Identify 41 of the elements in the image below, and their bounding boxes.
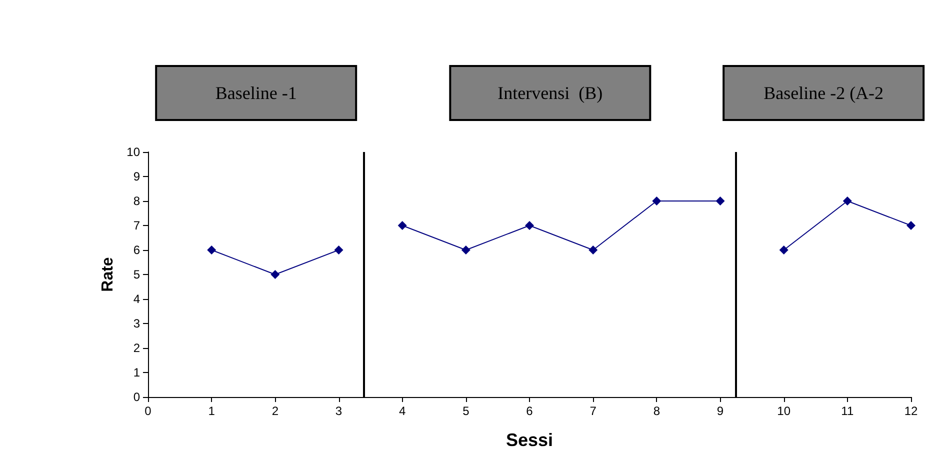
point: [334, 246, 344, 254]
y-tick-label: 3: [133, 316, 140, 330]
x-tick-label: 11: [841, 404, 854, 418]
x-tick-label: 7: [590, 404, 597, 418]
y-tick-label: 4: [133, 292, 140, 306]
y-tick-label: 9: [133, 170, 140, 184]
y-tick-label: 8: [133, 194, 140, 208]
y-tick-label: 7: [133, 218, 140, 232]
y-tick-label: 5: [133, 268, 140, 282]
y-tick-label: 2: [133, 341, 140, 355]
text: Baseline -2 (A-2: [764, 83, 884, 103]
x-tick-label: 12: [904, 404, 918, 418]
x-tick-label: 8: [653, 404, 660, 418]
x-tick-label: 4: [398, 404, 406, 418]
point: [652, 196, 662, 206]
point: [906, 221, 916, 230]
point: [270, 270, 280, 279]
y-tick-label: 1: [133, 366, 140, 380]
x-tick-label: 1: [208, 404, 216, 418]
text: Intervensi (B): [498, 83, 603, 103]
x-tick-label: 5: [462, 404, 470, 418]
x-axis-title: Sessi: [506, 430, 554, 450]
x-tick-label: 9: [716, 404, 724, 418]
x-tick-label: 6: [526, 404, 534, 418]
x-tick-label: 0: [144, 404, 152, 418]
x-tick-label: 2: [272, 404, 279, 418]
y-axis-title: Rate: [99, 257, 116, 292]
text: Baseline -1: [215, 83, 297, 103]
point: [779, 246, 788, 254]
y-tick-label: 0: [133, 390, 140, 404]
y-tick-label: 6: [133, 243, 140, 257]
x-tick-label: 3: [335, 404, 342, 418]
x-tick-label: 10: [777, 404, 791, 418]
point: [525, 221, 534, 230]
point: [207, 246, 216, 254]
point: [588, 246, 598, 254]
point: [461, 246, 470, 254]
point: [398, 221, 407, 230]
point: [842, 196, 852, 206]
y-tick-label: 10: [126, 145, 140, 159]
point: [716, 196, 725, 206]
